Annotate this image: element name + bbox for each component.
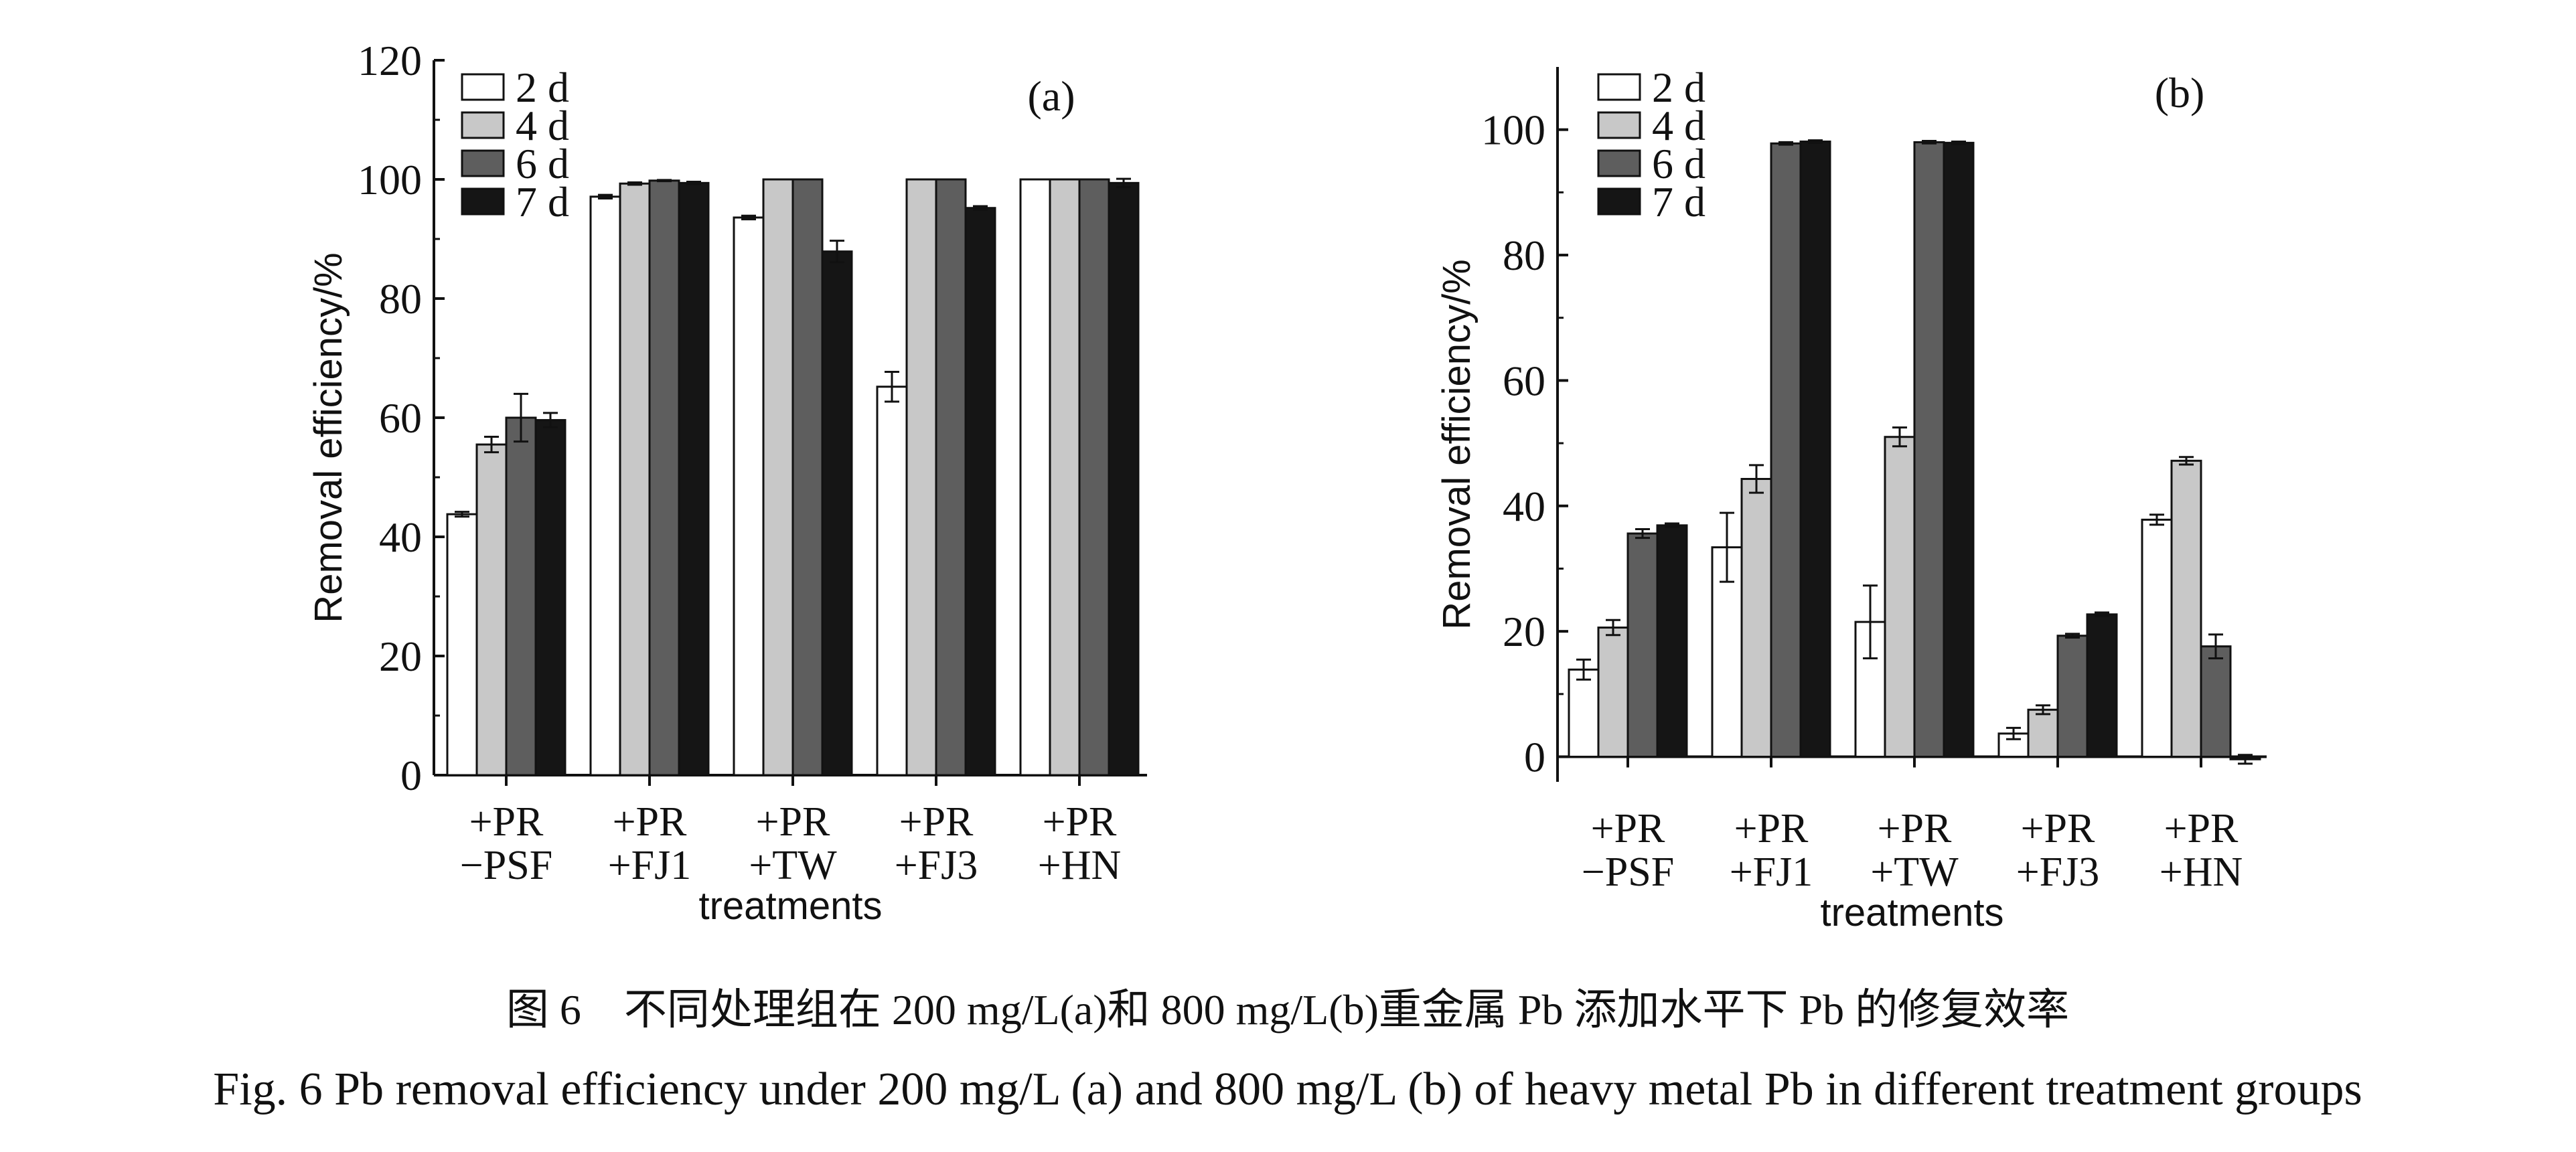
- bar-6d-2: [1770, 142, 1802, 758]
- y-tick-label: 80: [1503, 232, 1545, 279]
- y-tick-label: 0: [1524, 734, 1545, 781]
- bar-6d-5: [1078, 178, 1110, 776]
- bar-4d-1: [1597, 627, 1629, 758]
- x-tick-label: +PR: [1591, 806, 1665, 851]
- bar-4d-5: [2170, 459, 2202, 758]
- bar-2d-5: [2141, 518, 2173, 758]
- x-tick-label: +PR: [2021, 806, 2095, 851]
- x-tick-label: +TW: [749, 843, 837, 888]
- y-tick-label: 40: [379, 513, 422, 561]
- panel-label: (a): [1027, 72, 1075, 120]
- legend-label: 6 d: [516, 140, 569, 187]
- x-tick-label: +TW: [1870, 849, 1959, 895]
- legend-label: 2 d: [516, 64, 569, 111]
- y-tick-label: 40: [1503, 483, 1545, 530]
- x-tick-label: +PR: [2164, 806, 2239, 851]
- bar-4d-2: [619, 182, 651, 776]
- x-tick-label: +PR: [1043, 799, 1117, 845]
- y-axis-label: Removal efficiency/%: [307, 252, 350, 623]
- bar-6d-3: [791, 178, 824, 776]
- y-tick-label: 100: [358, 156, 422, 203]
- legend-label: 4 d: [1652, 102, 1706, 149]
- x-axis-label: treatments: [1821, 891, 2004, 934]
- x-axis-label: treatments: [699, 884, 883, 928]
- bar-7d-4: [2086, 613, 2118, 758]
- bar-4d-2: [1740, 478, 1772, 758]
- bar-2d-1: [446, 513, 478, 776]
- legend-swatch: [461, 73, 505, 101]
- bar-6d-5: [2200, 645, 2232, 758]
- bar-2d-2: [589, 195, 621, 776]
- bar-2d-5: [1019, 178, 1051, 776]
- x-tick-label: +PR: [899, 799, 974, 845]
- legend-swatch: [461, 149, 505, 177]
- bar-7d-1: [534, 419, 566, 776]
- legend-label: 6 d: [1652, 140, 1706, 187]
- x-tick-label: +FJ3: [895, 843, 978, 888]
- y-tick-label: 60: [1503, 357, 1545, 404]
- bar-2d-3: [733, 216, 765, 776]
- x-tick-label: +PR: [469, 799, 544, 845]
- bar-6d-1: [1626, 532, 1659, 758]
- bar-2d-4: [876, 386, 908, 776]
- legend-swatch: [461, 187, 505, 216]
- legend-label: 2 d: [1652, 64, 1706, 111]
- bar-7d-2: [1799, 140, 1831, 758]
- y-tick-label: 60: [379, 394, 422, 442]
- bar-4d-5: [1049, 178, 1081, 776]
- caption-english: Fig. 6 Pb removal efficiency under 200 m…: [213, 1064, 2362, 1115]
- y-axis-label: Removal efficiency/%: [1435, 259, 1479, 629]
- bar-6d-4: [935, 178, 967, 776]
- x-tick-label: +FJ1: [608, 843, 692, 888]
- legend-label: 4 d: [516, 102, 569, 149]
- x-tick-label: +HN: [1038, 843, 1122, 888]
- y-tick-label: 0: [400, 752, 422, 799]
- bar-4d-3: [762, 178, 794, 776]
- bar-4d-3: [1884, 436, 1916, 758]
- legend-swatch: [1597, 149, 1641, 177]
- x-tick-label: −PSF: [460, 843, 552, 888]
- bar-4d-4: [905, 178, 937, 776]
- x-tick-label: +PR: [613, 799, 687, 845]
- x-tick-label: +PR: [756, 799, 830, 845]
- bar-7d-2: [678, 181, 710, 776]
- bar-6d-4: [2056, 635, 2089, 758]
- bar-2d-1: [1568, 668, 1600, 758]
- x-tick-label: −PSF: [1582, 849, 1674, 895]
- bar-6d-1: [505, 416, 537, 776]
- bar-4d-4: [2027, 708, 2059, 758]
- legend-swatch: [461, 111, 505, 139]
- bar-7d-1: [1656, 524, 1688, 758]
- x-tick-label: +HN: [2160, 849, 2243, 895]
- legend-swatch: [1597, 111, 1641, 139]
- bar-6d-3: [1913, 141, 1945, 758]
- y-tick-label: 20: [1503, 608, 1545, 655]
- legend-label: 7 d: [1652, 178, 1706, 226]
- caption-chinese: 图 6 不同处理组在 200 mg/L(a)和 800 mg/L(b)重金属 P…: [506, 986, 2069, 1034]
- bar-7d-4: [964, 207, 996, 776]
- bar-7d-5: [1108, 181, 1140, 776]
- bar-7d-3: [821, 250, 853, 776]
- y-tick-label: 80: [379, 275, 422, 323]
- bar-6d-2: [648, 179, 680, 776]
- y-tick-label: 100: [1481, 106, 1545, 154]
- y-tick-label: 20: [379, 633, 422, 680]
- legend-swatch: [1597, 73, 1641, 101]
- x-tick-label: +PR: [1878, 806, 1952, 851]
- bar-4d-1: [475, 443, 508, 776]
- legend-swatch: [1597, 187, 1641, 216]
- y-tick-label: 120: [358, 37, 422, 84]
- x-tick-label: +PR: [1734, 806, 1809, 851]
- x-tick-label: +FJ3: [2016, 849, 2100, 895]
- bar-7d-3: [1943, 141, 1975, 758]
- panel-label: (b): [2155, 69, 2205, 116]
- x-tick-label: +FJ1: [1730, 849, 1813, 895]
- legend-label: 7 d: [516, 178, 569, 226]
